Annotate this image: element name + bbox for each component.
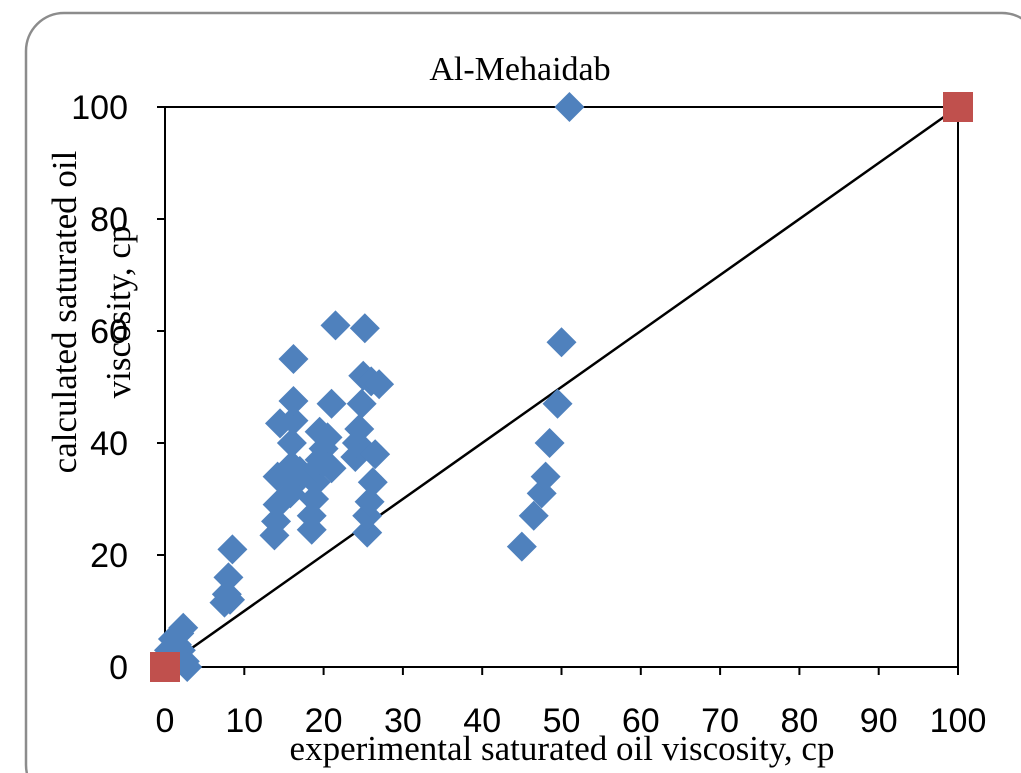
scatter-point: [312, 422, 343, 453]
scatter-point: [546, 327, 577, 358]
scatter-point: [168, 612, 199, 643]
scatter-point: [542, 388, 573, 419]
scatter-point: [518, 500, 549, 531]
scatter-point: [299, 484, 330, 514]
x-tick-label: 40: [463, 702, 501, 740]
scatter-point: [215, 584, 246, 615]
y-tick-label: 0: [109, 649, 128, 687]
y-tick-label: 60: [90, 313, 128, 351]
x-tick-label: 30: [384, 702, 422, 740]
scatter-point: [316, 453, 347, 484]
y-tick-label: 80: [90, 201, 128, 239]
x-tick-label: 70: [701, 702, 739, 740]
scatter-point: [349, 313, 380, 344]
scatter-point: [217, 534, 248, 565]
scatter-point: [352, 517, 383, 548]
y-tick-label: 40: [90, 425, 128, 463]
scatter-point: [320, 310, 351, 341]
chart-frame: [24, 11, 1021, 773]
y-tick-label: 20: [90, 537, 128, 575]
scatter-point: [316, 388, 347, 419]
x-tick-label: 10: [225, 702, 263, 740]
y-tick-label: 100: [71, 89, 128, 127]
scatter-point: [278, 386, 309, 416]
scatter-point-square: [943, 92, 973, 122]
scatter-point: [278, 344, 309, 374]
scatter-point-square: [150, 652, 180, 682]
scatter-point: [276, 428, 307, 458]
scatter-point: [344, 414, 375, 444]
scatter-point: [530, 461, 561, 492]
scatter-point: [354, 486, 385, 517]
scatter-point: [346, 388, 377, 419]
x-tick-label: 60: [622, 702, 660, 740]
reference-line: [164, 105, 959, 669]
scatter-point: [554, 92, 585, 122]
chart-title: Al-Mehaidab: [429, 51, 610, 88]
data-points: [150, 92, 973, 682]
scatter-point: [213, 562, 244, 593]
x-tick-label: 0: [156, 702, 175, 740]
reference-lines: [164, 105, 959, 669]
y-axis-label-line-2: viscosity, cp: [99, 226, 138, 399]
scatter-point: [360, 439, 391, 470]
x-tick-label: 50: [543, 702, 581, 740]
scatter-point: [261, 506, 292, 537]
scatter-point: [278, 405, 309, 436]
scatter-point: [506, 531, 537, 562]
x-axis-label: experimental saturated oil viscosity, cp: [290, 729, 835, 768]
y-axis-label-line-1: calculated saturated oil: [45, 150, 84, 473]
x-ticks: 0 10 20 30 40 50 60 70 80 90 100: [156, 667, 987, 740]
x-tick-label: 100: [930, 702, 987, 740]
x-tick-label: 80: [780, 702, 818, 740]
scatter-point: [357, 467, 388, 498]
scatter-point: [534, 428, 565, 458]
x-tick-label: 90: [860, 702, 898, 740]
scatter-point: [364, 369, 395, 400]
y-ticks: 0 20 40 60 80 100: [71, 89, 165, 687]
x-tick-label: 20: [305, 702, 343, 740]
